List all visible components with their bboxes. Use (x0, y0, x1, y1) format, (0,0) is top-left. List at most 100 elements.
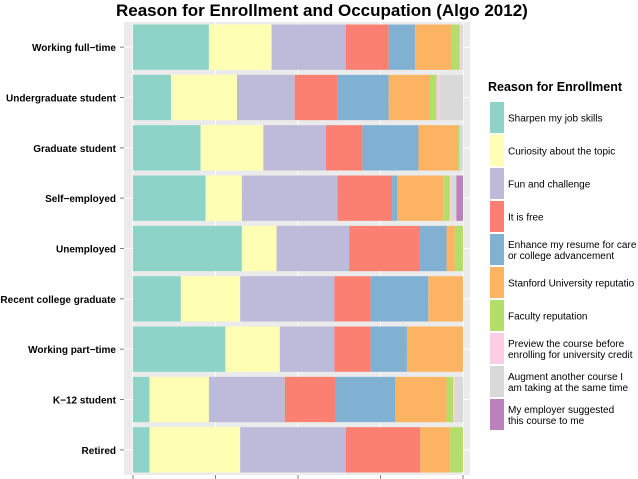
bar-segment (200, 125, 264, 171)
legend-item: Sharpen my job skills (488, 102, 638, 135)
bar-segment (276, 225, 350, 272)
bar-segment (446, 376, 454, 423)
bar-segment (225, 326, 280, 372)
legend-swatch (490, 135, 504, 166)
bar-segment (208, 376, 285, 423)
legend-swatch (490, 267, 504, 298)
bar-segment (263, 125, 327, 171)
bar-segment (397, 175, 444, 221)
legend-swatch (490, 300, 504, 331)
bar-segment (149, 376, 209, 423)
legend-item: Curiosity about the topic (488, 135, 638, 168)
bar-segment (428, 276, 463, 322)
bar-segment (236, 74, 295, 121)
y-axis-label: Working full−time (32, 43, 116, 54)
bar-segment (345, 427, 421, 473)
legend-label: Curiosity about the topic (508, 146, 616, 157)
y-axis-label: Unemployed (56, 245, 116, 256)
bar-segment (133, 125, 201, 171)
bar-segment (453, 376, 455, 423)
legend: Reason for Enrollment Sharpen my job ski… (488, 80, 638, 432)
legend-item: Preview the course before enrolling for … (488, 333, 638, 366)
bar-segment (240, 276, 335, 322)
bar-segment (449, 427, 463, 473)
bar-segment (439, 74, 463, 121)
bar-segment (337, 74, 389, 121)
legend-label: My employer suggested this course to me (508, 404, 615, 427)
legend-label: Stanford University reputatio (508, 278, 635, 289)
bar-segment (345, 24, 389, 70)
legend-label: Augment another course I am taking at th… (508, 371, 629, 394)
bar-segment (334, 326, 371, 372)
bar-segment (133, 427, 150, 473)
bar-segment (456, 175, 463, 221)
bar-segment (420, 427, 450, 473)
bar-segment (208, 24, 272, 70)
y-axis-labels: Working full−time Undergraduate student Gr… (0, 43, 116, 457)
bar-segment (454, 376, 463, 423)
bar-segment (170, 74, 237, 121)
bar-segment (388, 74, 430, 121)
bar-segment (458, 125, 460, 171)
legend-item: Fun and challenge (488, 168, 638, 201)
bar-segment (454, 225, 463, 272)
bar-segment (362, 125, 419, 171)
bar-segment (337, 175, 393, 221)
bar-segment (459, 24, 462, 70)
chart-title: Reason for Enrollment and Occupation (Al… (116, 1, 528, 20)
legend-swatch (490, 399, 504, 430)
bar-segment (349, 225, 421, 272)
legend-item: Enhance my resume for care or college ad… (488, 234, 638, 267)
legend-item: It is free (488, 201, 638, 234)
bar-segment (459, 125, 463, 171)
y-axis-label: Self−employed (45, 194, 116, 205)
legend-label: Preview the course before enrolling for … (508, 338, 633, 361)
legend-item: Faculty reputation (488, 300, 638, 333)
legend-swatch (490, 333, 504, 364)
legend-label: Fun and challenge (508, 179, 591, 190)
legend-swatch (490, 201, 504, 232)
legend-swatch (490, 366, 504, 397)
legend-label: Faculty reputation (508, 311, 588, 322)
legend-label: It is free (508, 212, 544, 223)
bar-segment (334, 276, 371, 322)
bar-segment (133, 326, 226, 372)
legend-label: Enhance my resume for care or college ad… (508, 239, 637, 262)
bar-segment (443, 175, 450, 221)
bar-segment (271, 24, 346, 70)
y-axis-label: Working part−time (28, 345, 116, 356)
legend-label: Sharpen my job skills (508, 113, 603, 124)
bar-segment (241, 225, 277, 272)
bar-segment (133, 24, 209, 70)
bar-segment (420, 225, 447, 272)
y-axis-label: K−12 student (53, 396, 117, 407)
bar-segment (449, 175, 452, 221)
bars-group (133, 24, 463, 473)
bar-segment (294, 74, 338, 121)
bar-segment (436, 74, 440, 121)
y-axis-label: Graduate student (33, 144, 116, 155)
legend-swatch (490, 102, 504, 133)
bar-segment (133, 276, 181, 322)
bar-segment (240, 427, 346, 473)
bar-segment (279, 326, 335, 372)
bar-segment (149, 427, 241, 473)
bar-segment (451, 24, 460, 70)
y-axis-label: Retired (82, 446, 116, 457)
bar-segment (133, 376, 150, 423)
legend-item: Stanford University reputatio (488, 267, 638, 300)
bar-segment (284, 376, 336, 423)
legend-swatch (490, 168, 504, 199)
bar-segment (451, 175, 457, 221)
bar-segment (406, 326, 463, 372)
bar-segment (370, 276, 429, 322)
y-axis-label: Recent college graduate (0, 295, 116, 306)
legend-items: Sharpen my job skills Curiosity about the… (488, 102, 638, 432)
legend-item: My employer suggested this course to me (488, 399, 638, 432)
x-axis-ticks (120, 46, 464, 479)
bar-segment (388, 24, 416, 70)
bar-segment (392, 175, 397, 221)
legend-swatch (490, 234, 504, 265)
legend-title: Reason for Enrollment (488, 80, 623, 94)
